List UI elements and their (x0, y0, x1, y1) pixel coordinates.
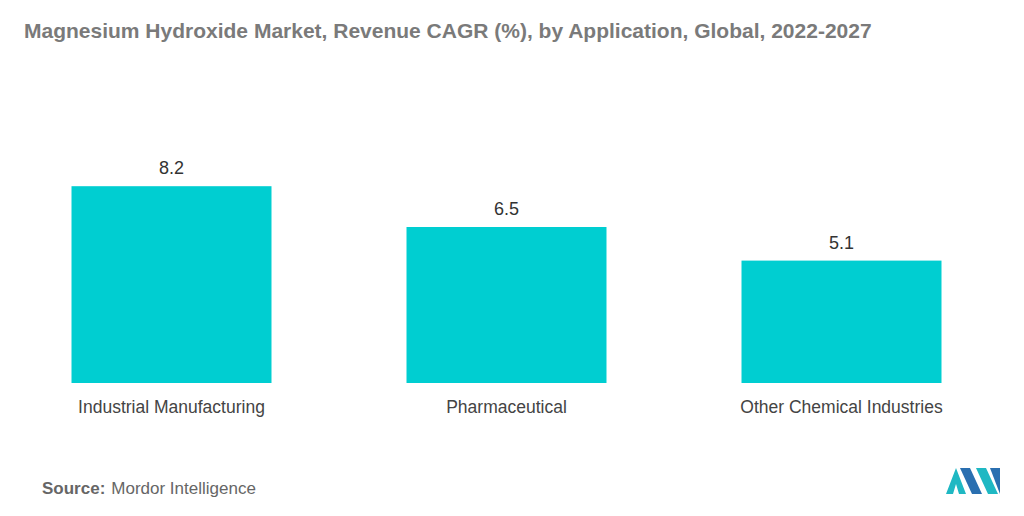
data-label: 5.1 (829, 233, 854, 253)
source: Source: Mordor Intelligence (42, 479, 256, 498)
title: Magnesium Hydroxide Market, Revenue CAGR… (24, 19, 872, 42)
category-label: Other Chemical Industries (740, 397, 943, 417)
data-label: 6.5 (494, 199, 519, 219)
chart: Magnesium Hydroxide Market, Revenue CAGR… (0, 0, 1024, 516)
logo (946, 468, 1000, 494)
bar (742, 261, 942, 383)
bar (407, 227, 607, 383)
bar (72, 186, 272, 383)
source-label: Source: (42, 479, 105, 498)
data-label: 8.2 (159, 158, 184, 178)
logo-part (990, 468, 1000, 494)
category-label: Industrial Manufacturing (78, 397, 265, 417)
bars (72, 186, 942, 383)
source-text: Mordor Intelligence (111, 479, 256, 498)
category-label: Pharmaceutical (446, 397, 567, 417)
